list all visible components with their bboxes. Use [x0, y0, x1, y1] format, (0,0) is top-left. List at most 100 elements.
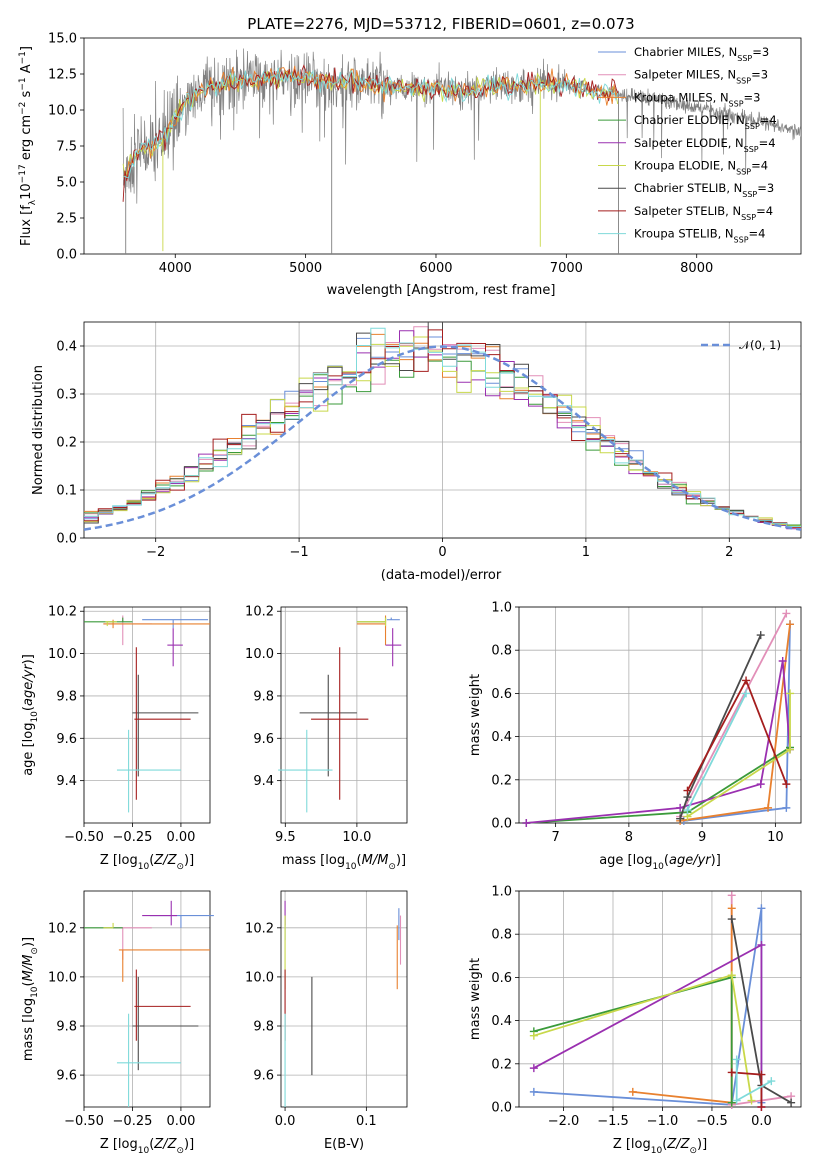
x-axis-label: wavelength [Angstrom, rest frame] — [327, 283, 556, 298]
weight-marker — [732, 1096, 741, 1105]
weight-marker — [727, 1098, 736, 1107]
y-tick-label: 0.1 — [56, 484, 77, 499]
y-tick-label: 10.0 — [48, 970, 77, 985]
legend-sub: SSP — [736, 167, 751, 176]
x-tick-label: −1.0 — [647, 1114, 679, 1129]
x-tick-label: −0.25 — [113, 1114, 153, 1129]
weight-marker — [727, 971, 736, 980]
y-tick-label: 0.0 — [56, 532, 77, 547]
legend-sub: SSP — [737, 54, 752, 63]
legend-tail: =4 — [749, 227, 766, 241]
weight-line — [686, 692, 747, 811]
x-tick-label: 8 — [625, 830, 633, 845]
legend-tail: =4 — [759, 136, 776, 150]
x-tick-label: 0 — [438, 545, 446, 560]
y-tick-label: 9.6 — [253, 1069, 274, 1084]
weight-marker — [786, 620, 795, 629]
weight-marker — [676, 814, 685, 823]
x-tick-label: 9.5 — [275, 830, 296, 845]
weight-marker — [732, 1055, 741, 1064]
axes-frame — [280, 890, 408, 1108]
y-axis-label: age [log10(age/yr)] — [21, 654, 40, 776]
weight-marker — [529, 1064, 538, 1073]
weight-marker — [778, 657, 787, 665]
weight-marker — [782, 780, 791, 789]
weight-marker — [764, 803, 773, 812]
histogram-series — [84, 329, 801, 528]
x-tick-label: −0.50 — [64, 830, 104, 845]
weight-marker — [683, 806, 692, 815]
legend-entry: Salpeter MILES, NSSP=3 — [634, 68, 768, 86]
weight-line — [679, 613, 788, 817]
model-spectrum — [122, 67, 619, 179]
x-tick-label: −1.5 — [597, 1114, 629, 1129]
y-tick-label: 0.8 — [491, 644, 512, 659]
x-tick-label: 0.0 — [751, 1114, 772, 1129]
legend-text: Salpeter STELIB, N — [634, 204, 741, 218]
y-tick-label: 10.0 — [48, 104, 77, 119]
y-tick-label: 9.4 — [56, 774, 77, 789]
weight-marker — [756, 631, 765, 640]
chart-title: PLATE=2276, MJD=53712, FIBERID=0601, z=0… — [247, 15, 634, 33]
y-tick-label: 1.0 — [491, 885, 512, 900]
legend-entry: Chabrier MILES, NSSP=3 — [634, 45, 769, 63]
weight-marker — [529, 1087, 538, 1096]
y-tick-label: 5.0 — [56, 176, 77, 191]
x-tick-label: 2 — [725, 545, 733, 560]
weight-marker — [787, 1098, 796, 1107]
y-tick-label: 7.5 — [56, 140, 77, 155]
weight-marker — [628, 1087, 637, 1096]
x-tick-label: 6000 — [419, 261, 452, 276]
y-tick-label: 9.8 — [56, 1020, 77, 1035]
y-tick-label: 9.6 — [253, 732, 274, 747]
axes-frame — [518, 890, 802, 1108]
weight-marker — [757, 904, 766, 913]
weight-marker — [786, 745, 795, 754]
x-tick-label: 8000 — [680, 261, 713, 276]
x-tick-label: 5000 — [289, 261, 322, 276]
y-tick-label: 10.2 — [245, 921, 274, 936]
y-tick-label: 0.4 — [491, 1014, 512, 1029]
y-tick-label: 0.0 — [491, 817, 512, 832]
y-tick-label: 0.8 — [491, 928, 512, 943]
x-tick-label: −0.50 — [64, 1114, 104, 1129]
legend-sub: SSP — [745, 122, 760, 131]
legend-sub: SSP — [744, 144, 759, 153]
y-tick-label: 9.6 — [56, 1069, 77, 1084]
legend-entry: Chabrier STELIB, NSSP=3 — [634, 181, 774, 199]
legend-tail: =3 — [751, 68, 768, 82]
mass_vs_Z-axes: −0.50 −0.25 0.00 9.6 9.8 10.0 10.2 — [48, 890, 211, 1129]
weight-line — [526, 660, 791, 824]
axes-frame — [83, 37, 802, 255]
x-tick-label: 10.0 — [342, 830, 371, 845]
legend-sub: SSP — [734, 235, 749, 244]
weight-marker — [683, 786, 692, 795]
weight-marker — [676, 803, 685, 812]
x-tick-label: 9 — [698, 830, 706, 845]
legend-text: Chabrier STELIB, N — [634, 181, 742, 195]
legend-text: Salpeter MILES, N — [634, 68, 736, 82]
y-axis-label: mass weight — [468, 958, 483, 1040]
y-tick-label: 0.0 — [56, 248, 77, 263]
y-tick-label: 10.0 — [48, 647, 77, 662]
x-tick-label: −2 — [146, 545, 165, 560]
y-tick-label: 15.0 — [48, 32, 77, 47]
weight-marker — [522, 819, 531, 827]
weight-marker — [782, 609, 791, 618]
y-tick-label: 0.4 — [56, 340, 77, 355]
weight-line — [735, 1059, 772, 1103]
weight_vs_age-axes: 7 8 9 10 0.0 0.2 0.4 0.6 0.8 1.0 — [491, 601, 802, 845]
x-axis-label: age [log10(age/yr)] — [599, 853, 721, 872]
y-tick-label: 0.6 — [491, 971, 512, 986]
weight-marker — [757, 941, 766, 949]
x-tick-label: 1 — [582, 545, 590, 560]
weight-marker — [782, 803, 791, 812]
weight-marker — [742, 676, 751, 685]
x-tick-label: −0.25 — [113, 830, 153, 845]
legend-tail: =4 — [760, 113, 777, 127]
legend-text: Kroupa MILES, N — [634, 90, 729, 104]
x-tick-label: −0.5 — [696, 1114, 728, 1129]
x-tick-label: 0.0 — [275, 1114, 296, 1129]
